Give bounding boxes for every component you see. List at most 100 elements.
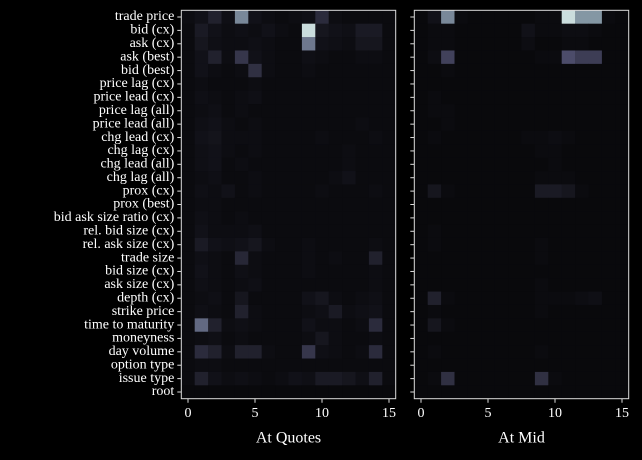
heat-cell	[315, 184, 329, 199]
heat-cell	[615, 278, 629, 292]
heat-cell	[181, 385, 195, 399]
heat-cell	[275, 224, 289, 239]
heat-cell	[328, 117, 343, 132]
heat-cell	[221, 291, 236, 306]
heat-cell	[368, 197, 383, 212]
heat-cell	[427, 37, 442, 51]
heat-cell	[208, 291, 222, 306]
heat-cell	[575, 10, 589, 24]
heat-cell	[288, 144, 303, 158]
heat-cell	[301, 385, 316, 399]
heat-cell	[521, 130, 536, 145]
heat-cell	[575, 50, 589, 65]
heat-cell	[234, 104, 249, 118]
heat-cell	[234, 197, 249, 212]
heat-cell	[561, 90, 576, 105]
heat-cell	[508, 117, 522, 132]
heat-cell	[328, 304, 343, 319]
heat-cell	[575, 318, 589, 333]
heat-cell	[261, 211, 276, 225]
heat-cell	[355, 304, 370, 319]
heat-cell	[275, 157, 289, 172]
heat-cell	[454, 224, 469, 239]
heat-cell	[588, 104, 603, 118]
heat-cell	[248, 77, 262, 91]
heat-cell	[441, 224, 455, 239]
y-tick-label: strike price	[112, 304, 175, 319]
heat-cell	[355, 237, 370, 252]
heat-cell	[534, 385, 549, 399]
heat-cell	[575, 358, 589, 373]
heat-cell	[427, 23, 442, 38]
heat-cell	[328, 184, 343, 199]
heat-cell	[342, 371, 356, 386]
heat-cell	[355, 23, 370, 38]
heat-cell	[248, 184, 262, 199]
heat-cell	[575, 144, 589, 158]
heat-cell	[441, 358, 455, 373]
heat-cell	[234, 371, 249, 386]
heat-cell	[534, 331, 549, 346]
x-tick-label: 0	[418, 406, 425, 421]
heat-cell	[561, 130, 576, 145]
heat-cell	[534, 117, 549, 132]
heat-cell	[221, 197, 236, 212]
heat-cell	[575, 385, 589, 399]
heat-cell	[208, 157, 222, 172]
heat-cell	[588, 345, 603, 359]
heat-cell	[355, 10, 370, 24]
heat-cell	[261, 184, 276, 199]
heat-cell	[248, 345, 262, 359]
heat-cell	[588, 63, 603, 78]
heat-cell	[181, 171, 195, 185]
heat-cell	[194, 211, 209, 225]
heat-cell	[508, 130, 522, 145]
heat-cell	[275, 77, 289, 91]
heat-cell	[427, 224, 442, 239]
heat-cell	[208, 37, 222, 51]
heat-cell	[427, 331, 442, 346]
x-tick-label: 10	[315, 406, 329, 421]
heat-cell	[315, 358, 329, 373]
heat-cell	[561, 237, 576, 252]
heat-cell	[494, 318, 509, 333]
heat-cell	[575, 130, 589, 145]
heat-cell	[548, 77, 562, 91]
x-axis-label: At Quotes	[256, 429, 321, 446]
heat-cell	[414, 304, 428, 319]
heat-cell	[467, 10, 482, 24]
heat-cell	[481, 90, 495, 105]
heat-cell	[261, 77, 276, 91]
heat-cell	[382, 104, 396, 118]
heat-cell	[534, 37, 549, 51]
heat-cell	[494, 10, 509, 24]
heat-cell	[368, 50, 383, 65]
heat-cell	[467, 117, 482, 132]
heat-cell	[454, 130, 469, 145]
heat-cell	[561, 117, 576, 132]
heat-cell	[288, 224, 303, 239]
heat-cell	[301, 331, 316, 346]
heat-cell	[181, 184, 195, 199]
heat-cell	[288, 237, 303, 252]
heat-cell	[275, 264, 289, 279]
heat-cell	[588, 77, 603, 91]
heat-cell	[248, 304, 262, 319]
heat-cell	[301, 104, 316, 118]
heat-cell	[234, 224, 249, 239]
heat-cell	[601, 130, 616, 145]
heat-cell	[427, 278, 442, 292]
heat-cell	[342, 23, 356, 38]
heat-cell	[194, 37, 209, 51]
heat-cell	[467, 90, 482, 105]
heat-cell	[234, 264, 249, 279]
heat-cell	[588, 50, 603, 65]
heat-cell	[288, 304, 303, 319]
heat-cell	[508, 90, 522, 105]
y-tick-label: moneyness	[112, 331, 174, 346]
y-tick-label: ask size (cx)	[104, 277, 174, 292]
heat-cell	[441, 90, 455, 105]
heat-cell	[342, 331, 356, 346]
heat-cell	[328, 130, 343, 145]
heat-cell	[454, 10, 469, 24]
